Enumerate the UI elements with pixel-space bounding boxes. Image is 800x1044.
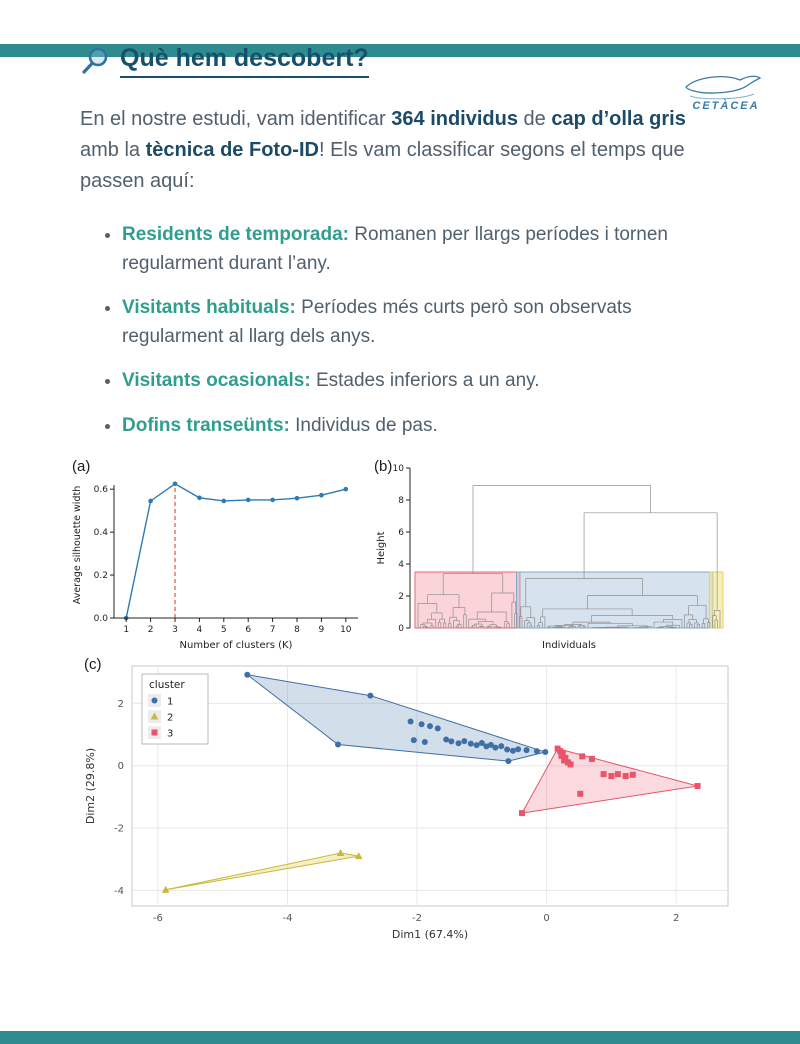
silhouette-line-chart: (a) 0.0 0.2 0.4 0.6 1 2 3 4 5 6 7 8 9 10 Average silho… bbox=[68, 458, 368, 656]
list-item-lead: Visitants habituals: bbox=[122, 297, 296, 318]
svg-text:4: 4 bbox=[398, 560, 404, 570]
svg-text:-2: -2 bbox=[412, 913, 422, 924]
svg-text:Height: Height bbox=[376, 531, 387, 564]
list-item-text: Romanen per llargs períodes i tornen reg… bbox=[122, 224, 668, 274]
svg-text:6: 6 bbox=[245, 625, 251, 635]
cetacea-logo: CETÀCEA bbox=[678, 72, 774, 112]
svg-text:5: 5 bbox=[221, 625, 227, 635]
svg-text:8: 8 bbox=[294, 625, 300, 635]
charts-row: (a) 0.0 0.2 0.4 0.6 1 2 3 4 5 6 7 8 9 10 Average silho… bbox=[68, 458, 724, 656]
svg-text:Dim2 (29.8%): Dim2 (29.8%) bbox=[84, 748, 97, 824]
panel-label-b: (b) bbox=[374, 458, 393, 475]
list-item-ocasionals: Visitants ocasionals: Estades inferiors … bbox=[122, 367, 720, 396]
svg-text:8: 8 bbox=[398, 496, 404, 506]
page-content: CETÀCEA Què hem descobert? En el nostre … bbox=[0, 44, 800, 948]
pca-chart-svg: -6 -4 -2 0 2 -4 -2 0 2 Dim1 (67.4%) Dim2 (29.8%) cl… bbox=[84, 665, 729, 941]
svg-text:Number of clusters (K): Number of clusters (K) bbox=[180, 640, 293, 651]
svg-text:Dim1 (67.4%): Dim1 (67.4%) bbox=[392, 928, 468, 941]
intro-bold-technique: tècnica de Foto-ID bbox=[145, 139, 319, 161]
svg-text:-4: -4 bbox=[114, 886, 124, 897]
list-item-transeunts: Dofins transeünts: Individus de pas. bbox=[122, 412, 720, 441]
svg-text:3: 3 bbox=[167, 729, 173, 740]
svg-text:Average silhouette width: Average silhouette width bbox=[72, 486, 83, 604]
svg-text:2: 2 bbox=[167, 713, 173, 724]
svg-text:2: 2 bbox=[673, 913, 679, 924]
svg-text:2: 2 bbox=[148, 625, 154, 635]
silhouette-chart-svg: 0.0 0.2 0.4 0.6 1 2 3 4 5 6 7 8 9 10 Average silhouett… bbox=[72, 481, 358, 651]
page-title: Què hem descobert? bbox=[120, 44, 369, 78]
list-item-text: Períodes més curts però son observats re… bbox=[122, 297, 632, 347]
svg-text:0.6: 0.6 bbox=[94, 485, 109, 495]
svg-text:9: 9 bbox=[319, 625, 325, 635]
intro-bold-species: cap d’olla gris bbox=[551, 108, 686, 130]
list-item-habituals: Visitants habituals: Períodes més curts … bbox=[122, 294, 720, 351]
list-item-text: Estades inferiors a un any. bbox=[315, 370, 540, 391]
list-item-lead: Dofins transeünts: bbox=[122, 414, 290, 436]
svg-text:Individuals: Individuals bbox=[542, 640, 596, 651]
svg-text:0.4: 0.4 bbox=[94, 528, 109, 538]
svg-text:7: 7 bbox=[270, 625, 276, 635]
svg-text:0: 0 bbox=[543, 913, 549, 924]
svg-text:0: 0 bbox=[118, 761, 124, 772]
svg-text:1: 1 bbox=[123, 625, 129, 635]
intro-bold-individuals: 364 individus bbox=[391, 108, 518, 130]
dendrogram-chart: (b) 0 2 4 6 8 10 Height Individuals bbox=[370, 458, 732, 656]
svg-text:0: 0 bbox=[398, 624, 404, 634]
pca-cluster-chart: (c) -6 -4 -2 0 2 -4 -2 0 2 Dim1 (67.4%) Dim2 (29.8… bbox=[80, 656, 729, 948]
category-list: Residents de temporada: Romanen per llar… bbox=[80, 221, 720, 440]
svg-text:4: 4 bbox=[197, 625, 203, 635]
svg-text:2: 2 bbox=[398, 592, 404, 602]
svg-text:10: 10 bbox=[393, 464, 405, 474]
bottom-accent-bar bbox=[0, 1031, 800, 1044]
svg-text:-4: -4 bbox=[282, 913, 292, 924]
intro-paragraph: En el nostre estudi, vam identificar 364… bbox=[80, 108, 686, 192]
svg-text:3: 3 bbox=[172, 625, 178, 635]
intro-text: En el nostre estudi, vam identificar bbox=[80, 108, 392, 130]
panel-label-a: (a) bbox=[72, 458, 91, 475]
svg-text:cluster: cluster bbox=[149, 679, 185, 691]
svg-text:2: 2 bbox=[118, 699, 124, 710]
list-item-text: Individus de pas. bbox=[295, 414, 438, 436]
panel-label-c: (c) bbox=[84, 656, 102, 673]
svg-text:-2: -2 bbox=[114, 824, 124, 835]
svg-text:0.2: 0.2 bbox=[94, 571, 108, 581]
magnifier-icon bbox=[82, 47, 108, 74]
svg-text:6: 6 bbox=[398, 528, 404, 538]
svg-text:1: 1 bbox=[167, 697, 173, 708]
whale-logo-icon bbox=[685, 75, 762, 100]
top-accent-bar bbox=[0, 44, 800, 57]
svg-text:10: 10 bbox=[340, 625, 352, 635]
svg-text:-6: -6 bbox=[153, 913, 163, 924]
list-item-lead: Residents de temporada: bbox=[122, 224, 349, 245]
list-item-lead: Visitants ocasionals: bbox=[122, 370, 311, 391]
logo-text: CETÀCEA bbox=[692, 100, 760, 112]
page-heading: Què hem descobert? bbox=[80, 44, 720, 78]
list-item-residents: Residents de temporada: Romanen per llar… bbox=[122, 221, 720, 278]
svg-text:0.0: 0.0 bbox=[94, 614, 109, 624]
dendrogram-chart-svg: 0 2 4 6 8 10 Height Individuals bbox=[376, 464, 724, 651]
